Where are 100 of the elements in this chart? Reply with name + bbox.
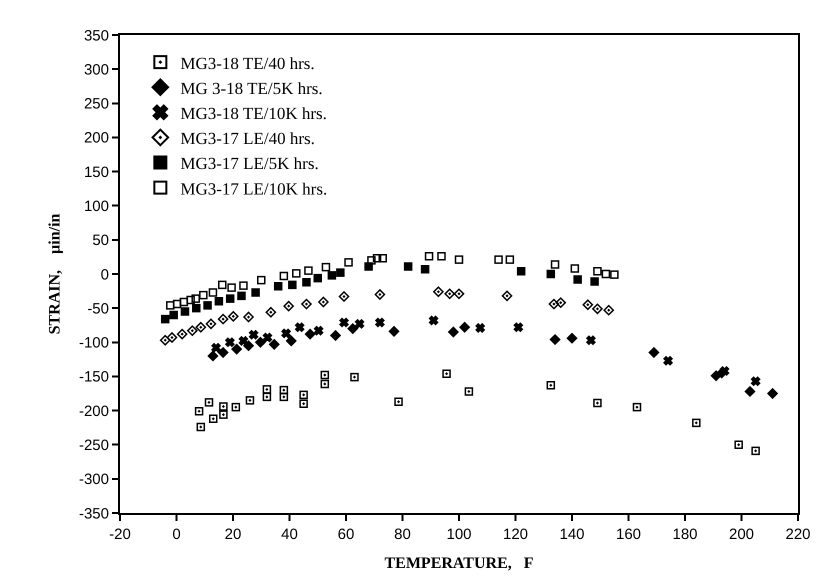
point	[516, 267, 526, 276]
point	[573, 275, 582, 284]
point	[494, 255, 503, 264]
point	[454, 255, 464, 264]
point	[692, 418, 701, 428]
x-tick-label: 200	[728, 526, 754, 543]
point	[257, 276, 266, 284]
point	[248, 330, 258, 340]
point	[208, 288, 218, 297]
point	[292, 269, 301, 278]
y-tick-label: -200	[78, 402, 109, 420]
x-tick-label: 140	[559, 526, 585, 543]
point	[344, 258, 353, 267]
point	[593, 398, 602, 408]
y-axis-title: STRAIN, µin/in	[46, 213, 64, 334]
point	[388, 326, 400, 337]
point	[546, 381, 556, 390]
x-tick-label: 220	[785, 526, 811, 543]
point	[208, 350, 218, 362]
point	[582, 299, 594, 310]
point	[196, 422, 206, 432]
point	[367, 256, 376, 265]
point	[301, 298, 312, 310]
y-tick-label: -50	[87, 300, 109, 318]
point	[632, 402, 642, 412]
point	[192, 304, 201, 312]
point	[330, 330, 341, 341]
point	[566, 332, 578, 344]
point	[314, 274, 322, 282]
point	[603, 304, 614, 316]
point	[602, 270, 610, 278]
point	[280, 272, 288, 280]
point	[268, 339, 280, 350]
point	[219, 410, 228, 419]
point	[550, 260, 560, 269]
point	[281, 328, 291, 338]
point	[280, 386, 288, 394]
point	[320, 370, 330, 380]
point	[750, 376, 760, 386]
x-tick-label: 80	[394, 526, 411, 543]
point	[437, 252, 446, 260]
point	[338, 291, 350, 302]
point	[433, 286, 444, 298]
point	[166, 332, 178, 343]
point	[339, 318, 349, 328]
point	[454, 288, 464, 300]
point	[302, 278, 311, 286]
point	[203, 301, 212, 310]
point	[288, 280, 297, 290]
point	[228, 311, 239, 322]
y-tick-label: 350	[84, 27, 109, 44]
point	[590, 277, 599, 286]
point	[354, 319, 364, 329]
legend-label: MG3-18 TE/10K hrs.	[180, 104, 327, 123]
point	[720, 366, 730, 376]
point	[570, 264, 580, 273]
y-tick-label: 100	[84, 198, 109, 215]
point	[610, 270, 619, 279]
point	[218, 347, 228, 358]
point	[475, 323, 485, 333]
x-tick-label: 20	[224, 526, 242, 543]
point	[176, 328, 188, 340]
legend-label: MG3-17 LE/10K hrs.	[180, 179, 328, 198]
y-tick-label: -350	[78, 505, 109, 522]
point	[304, 266, 313, 275]
point	[262, 385, 272, 394]
point	[255, 336, 266, 348]
point	[283, 300, 294, 312]
point	[194, 407, 204, 416]
point	[424, 252, 434, 260]
point	[251, 288, 260, 297]
point	[237, 292, 246, 300]
point	[767, 388, 778, 399]
point	[546, 270, 556, 278]
y-tick-label: 0	[100, 266, 109, 284]
point	[464, 387, 474, 396]
point	[160, 314, 170, 324]
point	[593, 267, 602, 276]
point	[262, 332, 272, 342]
point	[734, 440, 743, 449]
point	[274, 282, 282, 291]
point	[239, 281, 248, 290]
point	[160, 334, 170, 346]
point	[199, 290, 208, 300]
point	[231, 344, 242, 354]
point	[347, 323, 358, 334]
point	[751, 446, 760, 456]
point	[204, 398, 214, 407]
point	[262, 392, 272, 402]
point	[206, 318, 216, 330]
point	[320, 380, 330, 388]
point	[196, 322, 206, 333]
point	[238, 336, 248, 346]
point	[404, 262, 412, 271]
legend-label: MG3-17 LE/40 hrs.	[180, 129, 315, 148]
point	[428, 316, 438, 326]
point	[506, 255, 514, 264]
x-tick-label: 0	[172, 526, 181, 543]
point	[648, 347, 660, 358]
point	[208, 414, 218, 424]
